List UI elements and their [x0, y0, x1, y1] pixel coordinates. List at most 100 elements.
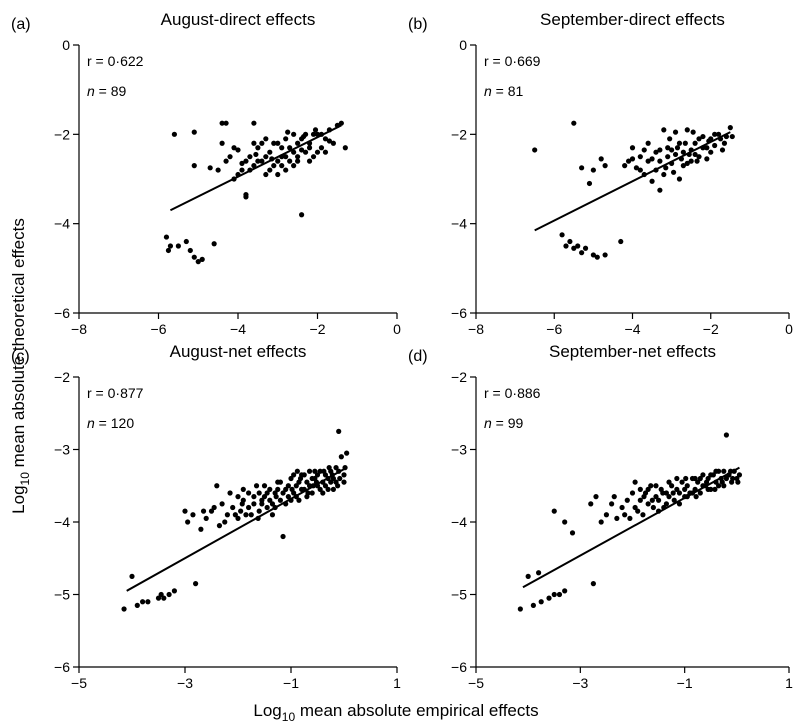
data-point [199, 256, 205, 262]
data-point [191, 254, 197, 260]
data-point [301, 472, 307, 478]
data-point [223, 158, 229, 164]
data-point [285, 129, 291, 135]
data-point [259, 158, 265, 164]
data-point [602, 163, 608, 169]
data-point [223, 120, 229, 126]
data-point [306, 158, 313, 164]
data-point [704, 145, 710, 151]
y-tick-label: −2 [451, 369, 467, 385]
panel-title: September-net effects [549, 342, 716, 361]
data-point [684, 483, 690, 489]
data-point [676, 140, 683, 146]
data-point [299, 147, 305, 153]
panel-title: August-net effects [170, 342, 307, 361]
data-point [251, 120, 257, 126]
sample-size-label: n = 89 [87, 83, 127, 99]
data-point [571, 245, 577, 251]
data-point [222, 519, 228, 525]
data-point [167, 243, 174, 249]
data-point [280, 533, 286, 540]
data-point [680, 149, 686, 155]
data-point [243, 512, 249, 518]
data-point [155, 595, 162, 601]
data-point [705, 486, 711, 492]
data-point [571, 120, 577, 126]
data-point [536, 570, 542, 576]
data-point [317, 486, 323, 492]
data-point [306, 468, 313, 474]
data-point [551, 591, 557, 598]
data-point [683, 475, 689, 482]
data-point [723, 432, 730, 438]
data-point [277, 479, 283, 485]
x-tick-label: −3 [572, 675, 588, 691]
x-axis-label: Log10 mean absolute empirical effects [253, 701, 538, 724]
data-point [314, 149, 321, 155]
panel-d: −5 −3 −1 1−6−5−4−3−2(d) September-net effect… [408, 342, 793, 691]
data-point [666, 494, 672, 500]
y-tick-label: −5 [451, 587, 467, 603]
data-point [622, 512, 628, 518]
data-point [546, 595, 552, 601]
data-point [227, 154, 233, 160]
correlation-label: r = 0·669 [484, 53, 541, 69]
y-tick-label: −4 [54, 514, 70, 530]
data-point [690, 129, 696, 135]
data-point [588, 501, 594, 507]
data-point [598, 156, 604, 162]
y-tick-label: −2 [54, 369, 70, 385]
y-tick-label: −4 [54, 216, 70, 232]
data-point [267, 497, 273, 503]
data-point [721, 468, 727, 474]
data-point [287, 158, 293, 164]
data-point [216, 523, 223, 529]
x-tick-label: −3 [177, 675, 193, 691]
data-point [625, 158, 632, 164]
data-point [195, 259, 201, 265]
data-point [182, 508, 188, 514]
data-point [663, 490, 670, 496]
data-point [696, 136, 702, 142]
y-tick-label: 0 [459, 37, 467, 53]
data-point [611, 494, 617, 500]
data-point [629, 156, 636, 162]
data-point [269, 512, 276, 518]
data-point [264, 504, 270, 511]
data-point [326, 465, 332, 471]
data-point [251, 140, 257, 146]
data-point [629, 145, 636, 151]
data-point [330, 486, 336, 492]
data-point [129, 573, 135, 579]
data-point [314, 472, 321, 478]
data-point [593, 494, 599, 500]
data-point [619, 504, 625, 511]
data-point [645, 158, 651, 164]
data-point [692, 151, 698, 158]
data-point [231, 145, 237, 151]
y-tick-label: −5 [54, 587, 70, 603]
data-point [694, 158, 700, 164]
data-point [674, 145, 681, 151]
data-point [259, 140, 265, 146]
data-point [602, 252, 608, 258]
data-point [304, 479, 310, 485]
data-point [695, 479, 701, 485]
data-point [708, 149, 714, 155]
data-point [700, 133, 706, 140]
data-point [263, 171, 269, 178]
data-point [171, 131, 177, 137]
data-point [247, 154, 253, 160]
data-point [275, 171, 281, 178]
data-point [650, 504, 656, 511]
data-point [198, 526, 204, 532]
data-point [264, 490, 270, 496]
y-tick-label: −3 [451, 442, 467, 458]
regression-line [126, 466, 348, 592]
correlation-label: r = 0·886 [484, 385, 541, 401]
correlation-label: r = 0·622 [87, 53, 144, 69]
data-point [679, 479, 685, 485]
data-point [632, 504, 638, 511]
sample-size-label: n = 120 [87, 415, 134, 431]
data-point [682, 140, 688, 146]
